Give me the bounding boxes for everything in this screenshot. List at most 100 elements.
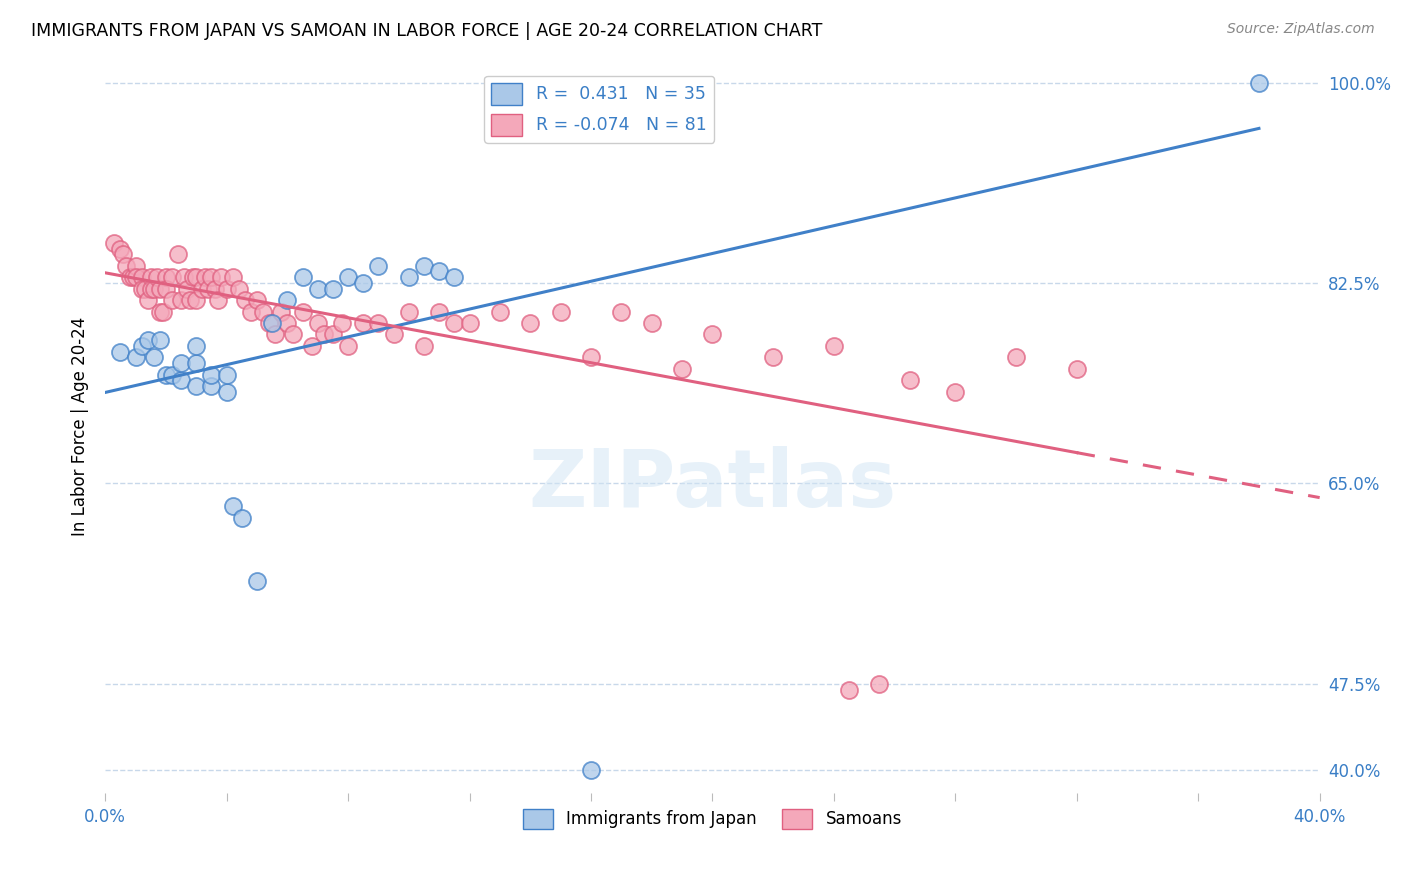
Text: IMMIGRANTS FROM JAPAN VS SAMOAN IN LABOR FORCE | AGE 20-24 CORRELATION CHART: IMMIGRANTS FROM JAPAN VS SAMOAN IN LABOR… [31, 22, 823, 40]
Point [170, 356, 193, 370]
Point [149, 282, 172, 296]
Point [1247, 75, 1270, 89]
Point [146, 270, 169, 285]
Point [170, 293, 193, 307]
Point [276, 316, 298, 330]
Point [943, 384, 966, 399]
Point [124, 259, 146, 273]
Point [257, 316, 280, 330]
Point [170, 373, 193, 387]
Point [579, 763, 602, 777]
Point [228, 282, 250, 296]
Point [186, 339, 208, 353]
Point [118, 270, 141, 285]
Point [186, 356, 208, 370]
Point [124, 270, 146, 285]
Point [233, 293, 256, 307]
Point [838, 682, 860, 697]
Point [131, 339, 153, 353]
Point [131, 270, 153, 285]
Point [307, 282, 329, 296]
Point [291, 304, 314, 318]
Point [641, 316, 664, 330]
Point [186, 379, 208, 393]
Point [352, 276, 374, 290]
Point [398, 270, 420, 285]
Y-axis label: In Labor Force | Age 20-24: In Labor Force | Age 20-24 [72, 317, 89, 536]
Point [398, 304, 420, 318]
Point [283, 327, 305, 342]
Point [160, 270, 183, 285]
Point [307, 316, 329, 330]
Point [222, 270, 245, 285]
Point [312, 327, 335, 342]
Point [610, 304, 633, 318]
Point [191, 282, 214, 296]
Point [136, 333, 159, 347]
Point [181, 270, 204, 285]
Point [167, 247, 190, 261]
Point [179, 293, 201, 307]
Point [276, 293, 298, 307]
Point [337, 339, 360, 353]
Point [270, 304, 292, 318]
Point [322, 327, 344, 342]
Point [200, 379, 222, 393]
Point [173, 270, 195, 285]
Point [155, 368, 177, 382]
Point [115, 259, 138, 273]
Point [427, 264, 450, 278]
Point [139, 282, 162, 296]
Point [194, 270, 217, 285]
Point [427, 304, 450, 318]
Point [1066, 362, 1088, 376]
Point [443, 270, 465, 285]
Point [231, 510, 253, 524]
Point [121, 270, 143, 285]
Point [200, 270, 222, 285]
Point [134, 282, 156, 296]
Point [579, 351, 602, 365]
Point [207, 293, 229, 307]
Point [176, 282, 198, 296]
Point [823, 339, 845, 353]
Point [209, 270, 232, 285]
Point [352, 316, 374, 330]
Point [142, 351, 165, 365]
Point [200, 368, 222, 382]
Point [239, 304, 262, 318]
Point [152, 304, 174, 318]
Point [898, 373, 921, 387]
Point [1005, 351, 1028, 365]
Point [110, 242, 132, 256]
Point [222, 500, 245, 514]
Point [762, 351, 785, 365]
Point [142, 282, 165, 296]
Point [367, 259, 389, 273]
Point [204, 282, 226, 296]
Point [124, 351, 146, 365]
Point [550, 304, 572, 318]
Point [155, 270, 177, 285]
Point [443, 316, 465, 330]
Point [322, 282, 344, 296]
Point [413, 339, 436, 353]
Point [131, 282, 153, 296]
Text: Source: ZipAtlas.com: Source: ZipAtlas.com [1227, 22, 1375, 37]
Point [186, 293, 208, 307]
Point [160, 293, 183, 307]
Point [215, 282, 238, 296]
Point [671, 362, 693, 376]
Point [155, 282, 177, 296]
Point [382, 327, 405, 342]
Point [671, 81, 693, 95]
Point [110, 344, 132, 359]
Point [112, 247, 135, 261]
Point [149, 304, 172, 318]
Point [103, 235, 125, 250]
Point [160, 368, 183, 382]
Point [252, 304, 274, 318]
Point [215, 384, 238, 399]
Point [262, 316, 284, 330]
Point [330, 316, 353, 330]
